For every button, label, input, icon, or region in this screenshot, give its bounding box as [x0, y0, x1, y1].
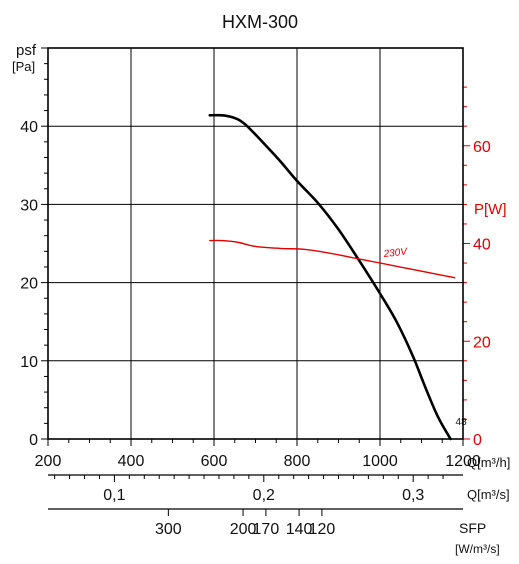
- left-tick-label: 40: [20, 119, 38, 136]
- left-tick-label: 20: [20, 276, 38, 293]
- sfp-tick-label: 140: [286, 521, 313, 538]
- x2-axis-label: Q[m³/s]: [467, 487, 510, 502]
- sfp-tick-label: 300: [155, 521, 182, 538]
- x-axis-label: Q[m³/h]: [467, 455, 510, 470]
- x2-tick-label: 0,3: [402, 487, 424, 504]
- pressure-curve-end-label: 48: [456, 417, 468, 428]
- left-tick-label: 0: [29, 432, 38, 449]
- right-tick-label: 60: [473, 139, 491, 156]
- y-left-label-line2: [Pa]: [12, 59, 35, 74]
- left-tick-label: 10: [20, 354, 38, 371]
- right-axis-ticks: 0 20 40 60: [463, 86, 491, 449]
- x-axis-ticks: 200 400 600 800 1000 1200: [35, 439, 481, 470]
- x2-tick-label: 0,1: [103, 487, 125, 504]
- sfp-tick-label: 170: [253, 521, 280, 538]
- x-tick-label: 1000: [362, 453, 398, 470]
- left-axis-ticks: 0 10 20 30 40: [20, 47, 48, 449]
- sfp-label-line1: SFP: [459, 520, 486, 536]
- x-tick-label: 400: [118, 453, 145, 470]
- right-tick-label: 0: [473, 432, 482, 449]
- plot-frame: [47, 47, 464, 440]
- pressure-curve: [208, 113, 452, 441]
- sfp-label-line2: [W/m³/s]: [455, 542, 500, 556]
- grid: [48, 48, 463, 439]
- x-tick-label: 600: [201, 453, 228, 470]
- right-tick-label: 40: [473, 237, 491, 254]
- x2-tick-label: 0,2: [253, 487, 275, 504]
- y-left-label-line1: psf: [16, 42, 37, 59]
- power-curve: [209, 239, 456, 279]
- power-curve-label: 230V: [382, 247, 409, 261]
- right-tick-label: 20: [473, 334, 491, 351]
- x-tick-label: 1200: [445, 453, 481, 470]
- x-tick-label: 200: [35, 453, 62, 470]
- chart-title: HXM-300: [222, 12, 298, 32]
- y-right-label: P[W]: [474, 201, 507, 218]
- left-tick-label: 30: [20, 197, 38, 214]
- sfp-tick-label: 120: [309, 521, 336, 538]
- x2-axis-ticks: 0,1 0,2 0,3: [54, 475, 444, 504]
- sfp-tick-label: 200: [230, 521, 257, 538]
- x-tick-label: 800: [284, 453, 311, 470]
- series-layer: 48 230V: [208, 113, 468, 441]
